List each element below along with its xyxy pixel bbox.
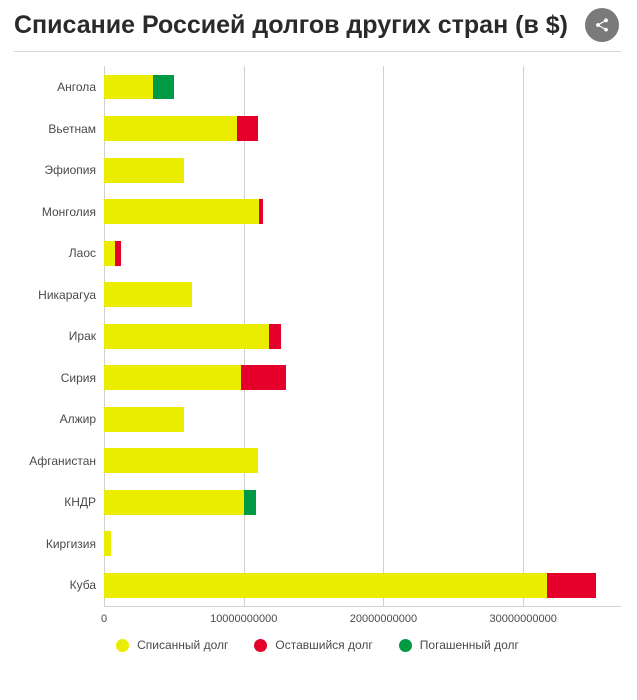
bar-segment-forgiven [104,75,153,100]
bar-row: Алжир [104,399,621,441]
bar-segment-remaining [259,199,263,224]
row-label: Ирак [18,329,104,343]
share-button[interactable] [585,8,619,42]
legend-swatch [399,639,412,652]
bar-segment-remaining [547,573,596,598]
bar-rows: АнголаВьетнамЭфиопияМонголияЛаосНикарагу… [104,66,621,606]
row-label: Никарагуа [18,288,104,302]
bar-row: Вьетнам [104,108,621,150]
bar-segment-forgiven [104,158,184,183]
row-label: Куба [18,578,104,592]
x-tick-label: 0 [101,613,107,625]
bar-segment-forgiven [104,282,192,307]
bar-row: Киргизия [104,523,621,565]
bar-row: Куба [104,565,621,607]
legend-label: Погашенный долг [420,638,519,652]
bar-row: КНДР [104,482,621,524]
bar-row: Афганистан [104,440,621,482]
bar-track [104,75,621,100]
x-axis: 0 10000000000 20000000000 30000000000 [104,606,621,632]
bar-track [104,282,621,307]
row-label: Монголия [18,205,104,219]
bar-track [104,448,621,473]
bar-segment-forgiven [104,407,184,432]
row-label: Вьетнам [18,122,104,136]
legend-item: Погашенный долг [399,638,519,652]
row-label: Лаос [18,246,104,260]
legend-swatch [116,639,129,652]
bar-row: Ирак [104,315,621,357]
row-label: Алжир [18,412,104,426]
legend-item: Списанный долг [116,638,228,652]
bar-segment-forgiven [104,365,241,390]
x-tick-label: 20000000000 [350,613,417,625]
bar-track [104,324,621,349]
bar-segment-forgiven [104,573,547,598]
bar-track [104,158,621,183]
bar-segment-forgiven [104,324,269,349]
legend-label: Оставшийся долг [275,638,372,652]
row-label: Ангола [18,80,104,94]
bar-row: Эфиопия [104,149,621,191]
bar-track [104,116,621,141]
bar-segment-forgiven [104,448,258,473]
share-icon [594,17,610,33]
plot-area: АнголаВьетнамЭфиопияМонголияЛаосНикарагу… [104,66,621,606]
bar-track [104,407,621,432]
bar-track [104,365,621,390]
bar-track [104,573,621,598]
bar-segment-repaid [153,75,174,100]
bar-segment-remaining [237,116,258,141]
x-tick-label: 10000000000 [210,613,277,625]
debt-chart: АнголаВьетнамЭфиопияМонголияЛаосНикарагу… [14,66,621,652]
bar-track [104,531,621,556]
row-label: КНДР [18,495,104,509]
bar-track [104,490,621,515]
bar-segment-remaining [115,241,121,266]
row-label: Киргизия [18,537,104,551]
legend-item: Оставшийся долг [254,638,372,652]
row-label: Афганистан [18,454,104,468]
legend-swatch [254,639,267,652]
bar-segment-forgiven [104,199,259,224]
bar-segment-forgiven [104,531,111,556]
row-label: Эфиопия [18,163,104,177]
title-divider [14,51,621,52]
bar-segment-forgiven [104,241,115,266]
bar-segment-remaining [269,324,282,349]
legend-label: Списанный долг [137,638,228,652]
bar-track [104,241,621,266]
bar-segment-repaid [244,490,257,515]
bar-segment-forgiven [104,116,237,141]
bar-row: Никарагуа [104,274,621,316]
bar-row: Лаос [104,232,621,274]
chart-card: Списание Россией долгов других стран (в … [0,0,637,666]
row-label: Сирия [18,371,104,385]
bar-track [104,199,621,224]
legend: Списанный долг Оставшийся долг Погашенный … [14,638,621,652]
bar-segment-remaining [241,365,286,390]
bar-row: Ангола [104,66,621,108]
bar-row: Монголия [104,191,621,233]
chart-title: Списание Россией долгов других стран (в … [14,10,581,41]
x-tick-label: 30000000000 [490,613,557,625]
bar-row: Сирия [104,357,621,399]
bar-segment-forgiven [104,490,244,515]
